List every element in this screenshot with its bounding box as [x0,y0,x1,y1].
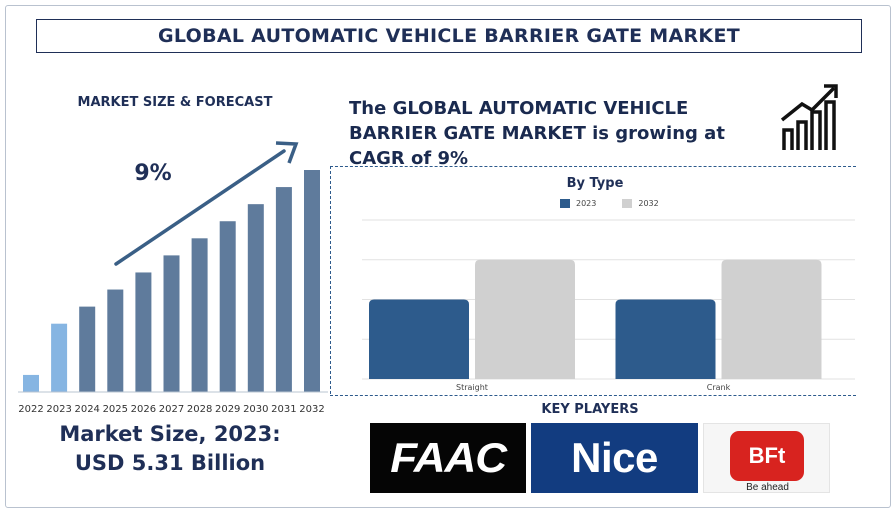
by-type-bar-crank-2032 [721,259,822,379]
market-size-label: Market Size, 2023: [59,422,281,446]
by-type-bar-crank-2023 [615,299,716,379]
forecast-tick-2028: 2028 [187,404,212,415]
forecast-bar-2030 [247,204,264,392]
forecast-bar-2023 [51,323,68,392]
by-type-tick-straight: Straight [456,383,488,392]
icon-trend-line [780,86,836,122]
forecast-tick-2026: 2026 [131,404,156,415]
legend-item-2032: 2032 [622,199,659,208]
legend-swatch-2023 [560,199,570,208]
forecast-tick-2022: 2022 [18,404,43,415]
legend-label-2032: 2032 [638,199,659,208]
forecast-bar-2031 [275,187,292,392]
market-size-heading: MARKET SIZE & FORECAST [77,95,273,110]
market-size-summary: Market Size, 2023: USD 5.31 Billion [20,420,320,478]
growth-arrow-line [114,149,286,266]
faac-logo: FAAC [370,423,526,493]
legend-swatch-2032 [622,199,633,208]
forecast-tick-2027: 2027 [159,404,184,415]
divider-bottom [330,395,856,396]
divider-vertical [330,166,331,394]
forecast-tick-2023: 2023 [46,404,71,415]
forecast-tick-2024: 2024 [74,404,99,415]
forecast-tick-2032: 2032 [299,404,324,415]
faac-logo-text: FAAC [390,434,507,481]
bft-logo-text: BFt [748,443,786,468]
by-type-legend: 2023 2032 [560,199,659,208]
market-size-value: USD 5.31 Billion [74,451,266,475]
bft-logo: BFt Be ahead [703,423,830,493]
by-type-chart: Straight Crank [362,219,855,392]
forecast-tick-2025: 2025 [103,404,128,415]
by-type-bar-straight-2032 [475,259,575,379]
by-type-tick-crank: Crank [707,383,731,392]
forecast-bar-2027 [163,255,180,392]
title-banner: GLOBAL AUTOMATIC VEHICLE BARRIER GATE MA… [36,19,862,53]
cagr-label: 9% [134,161,171,186]
bft-badge: BFt [730,431,804,481]
growth-chart-icon [780,84,838,150]
icon-arrow-head [824,84,838,98]
legend-item-2023: 2023 [560,199,596,208]
nice-logo: Nice [531,423,698,493]
legend-label-2023: 2023 [576,199,597,208]
forecast-bar-2025 [107,289,124,392]
forecast-bar-2028 [191,238,208,392]
forecast-tick-2030: 2030 [243,404,268,415]
by-type-title: By Type [566,176,624,191]
page-title: GLOBAL AUTOMATIC VEHICLE BARRIER GATE MA… [158,25,740,47]
forecast-bar-2029 [219,221,236,392]
forecast-bar-2024 [79,306,96,392]
cagr-statement: The GLOBAL AUTOMATIC VEHICLE BARRIER GAT… [349,98,725,169]
forecast-bar-2032 [304,170,320,392]
forecast-tick-2029: 2029 [215,404,240,415]
page-frame [5,5,891,508]
market-forecast-chart: 2022 2023 2024 2025 2026 2027 2028 2029 2030 2031… [18,141,328,415]
forecast-tick-2031: 2031 [271,404,296,415]
divider-top [330,166,856,167]
by-type-bar-straight-2023 [369,299,469,379]
icon-bar-2 [796,120,808,150]
icon-bar-4 [824,100,836,150]
icon-bar-1 [782,128,794,150]
icon-bar-3 [810,110,822,150]
key-players-heading: KEY PLAYERS [541,402,639,417]
growth-arrow-head [275,141,299,164]
bft-tagline: Be ahead [746,482,789,493]
forecast-bar-2022 [23,374,39,392]
forecast-bar-2026 [135,272,152,392]
nice-logo-text: Nice [571,434,658,481]
